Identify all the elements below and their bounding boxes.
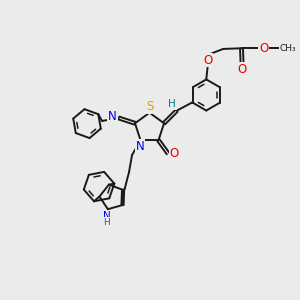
Text: CH₃: CH₃ [280, 44, 296, 53]
Text: N: N [136, 140, 144, 153]
Text: O: O [203, 54, 213, 67]
Text: H: H [103, 218, 110, 226]
Text: S: S [146, 100, 154, 113]
Text: O: O [238, 63, 247, 76]
Text: H: H [168, 99, 176, 110]
Text: O: O [170, 147, 179, 160]
Text: N: N [103, 211, 111, 221]
Text: O: O [259, 42, 268, 55]
Text: N: N [108, 110, 117, 123]
